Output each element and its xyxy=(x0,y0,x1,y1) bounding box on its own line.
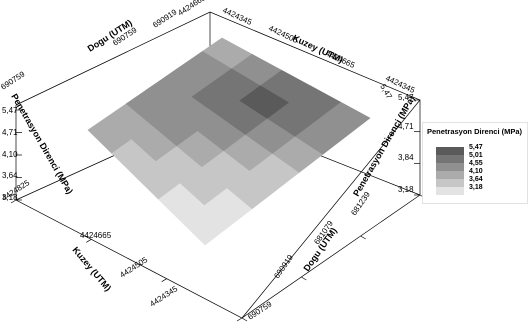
tick-mark xyxy=(236,317,243,322)
legend-label: 5,01 xyxy=(469,152,483,159)
legend-swatch xyxy=(436,179,464,187)
legend-swatch xyxy=(436,171,464,179)
tick-mark xyxy=(86,239,92,243)
legend-swatch xyxy=(436,147,464,155)
surface-mesh xyxy=(87,37,371,246)
z-right-tick-2: 4,71 xyxy=(398,122,414,131)
back-x-tick-2: 690919 xyxy=(151,7,179,29)
left-top-tick: 690759 xyxy=(0,69,27,91)
tick-mark xyxy=(241,317,248,322)
tick-marks xyxy=(10,99,426,322)
back-y-tick-1: 4424345 xyxy=(221,6,254,28)
tick-mark xyxy=(10,199,17,204)
legend-label: 3,64 xyxy=(469,176,483,183)
y-axis-title: Kuzey (UTM) xyxy=(70,245,113,293)
z-tick-1: 3,18 xyxy=(2,193,18,202)
legend-label: 4,55 xyxy=(469,160,483,167)
y-tick-4424345: 4424345 xyxy=(148,284,179,309)
x-tick-690759: 690759 xyxy=(246,299,274,321)
tick-mark xyxy=(360,235,366,240)
z-tick-4: 4,71 xyxy=(2,128,18,137)
z-right-tick-3: 3,84 xyxy=(398,153,414,162)
x-tick-690919: 690919 xyxy=(272,253,295,280)
z-right-tick-1: 5,47 xyxy=(398,93,414,102)
legend-swatch xyxy=(436,187,464,195)
legend-label: 4,10 xyxy=(469,168,483,175)
y-tick-4424665: 4424665 xyxy=(80,231,112,240)
z-tick-2: 3,64 xyxy=(2,171,18,180)
legend-swatch xyxy=(436,155,464,163)
tick-mark xyxy=(301,276,307,281)
legend-label: 3,18 xyxy=(469,184,483,191)
legend-swatch xyxy=(436,163,464,171)
legend-label: 5,47 xyxy=(469,144,483,151)
z-right-tick-0: 3,18 xyxy=(398,185,414,194)
legend: Penetrasyon Direnci (MPa) 5,47 5,01 4,55 4,… xyxy=(422,122,528,204)
z-axis-title-left: Penetrasyon Direnci (MPa) xyxy=(9,92,75,196)
z-tick-5: 5,47 xyxy=(2,106,18,115)
tick-mark xyxy=(161,278,167,282)
z-tick-3: 4,10 xyxy=(2,150,18,159)
surface-cell xyxy=(202,37,253,69)
legend-title: Penetrasyon Direnci (MPa) xyxy=(427,127,523,136)
z-axis-title-right: Penetrasyon Direnci (MPa) xyxy=(351,94,417,198)
